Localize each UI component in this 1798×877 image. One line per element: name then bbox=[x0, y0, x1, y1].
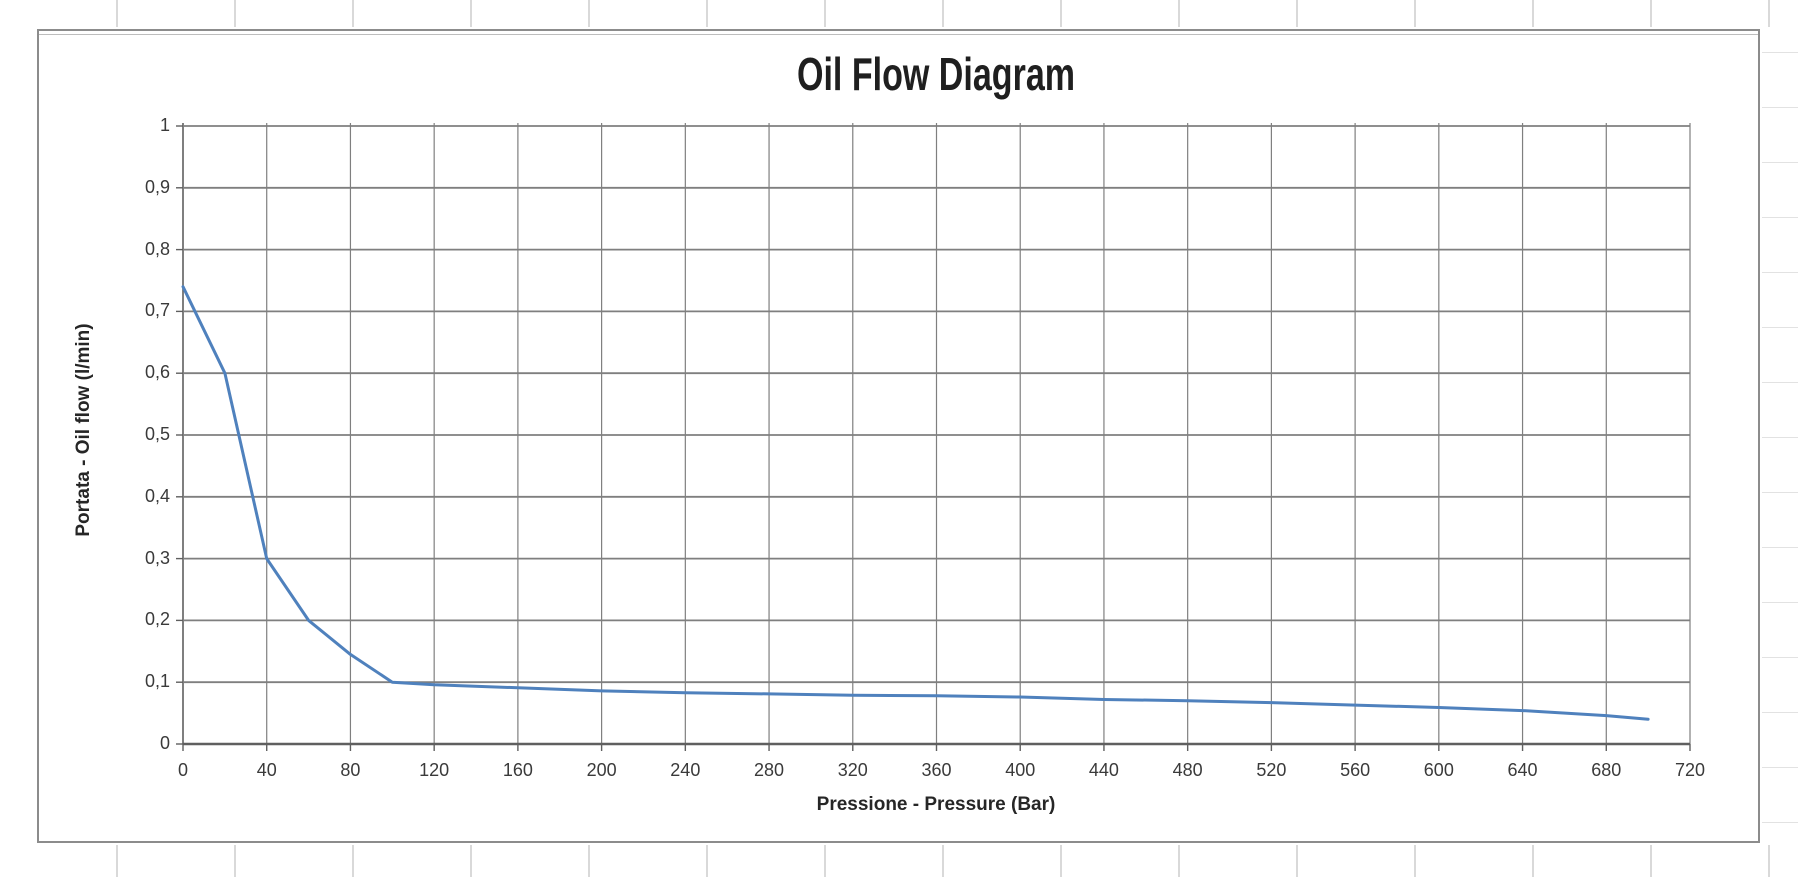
oil-flow-curve bbox=[181, 285, 1650, 721]
x-axis-title: Pressione - Pressure (Bar) bbox=[816, 794, 1056, 815]
chart-title: Oil Flow Diagram bbox=[796, 48, 1076, 100]
frame-top-divider bbox=[39, 34, 1758, 35]
